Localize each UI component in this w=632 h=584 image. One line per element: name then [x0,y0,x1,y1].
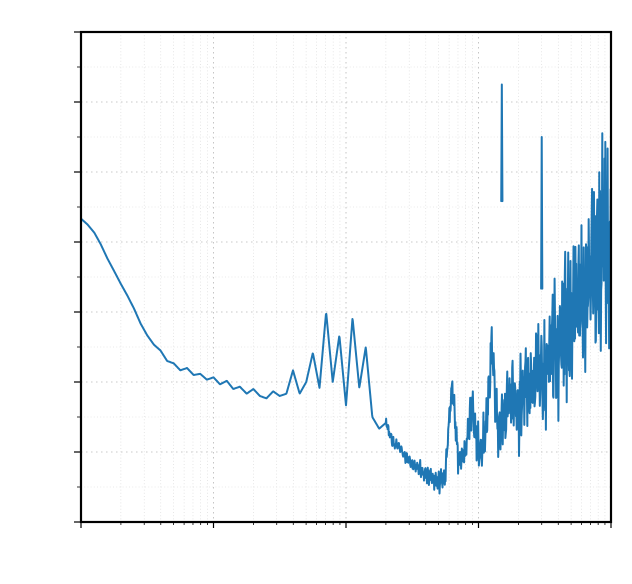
line-chart [0,0,632,584]
chart-container [0,0,632,584]
